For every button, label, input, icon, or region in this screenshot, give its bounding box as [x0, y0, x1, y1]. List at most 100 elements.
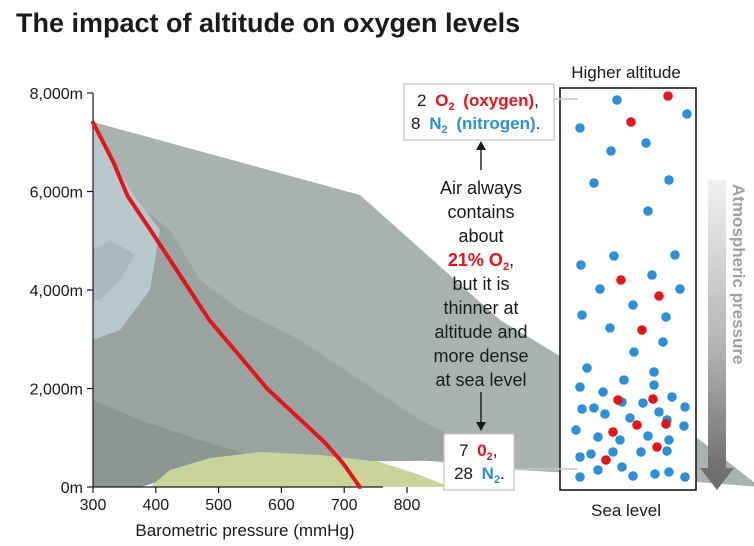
y-tick-label: 0m: [61, 480, 83, 497]
nitrogen-molecule: [589, 403, 599, 413]
nitrogen-molecule: [675, 284, 685, 294]
bottom-n2-formula: N: [482, 464, 494, 483]
oxygen-molecule: [616, 275, 626, 285]
nitrogen-molecule: [625, 413, 635, 423]
svg-text:contains: contains: [447, 202, 514, 222]
nitrogen-molecule: [628, 300, 638, 310]
svg-text:7 02,: 7 02,: [459, 441, 498, 463]
nitrogen-molecule: [593, 465, 603, 475]
oxygen-molecule: [648, 394, 658, 404]
atmospheric-pressure-label: Atmospheric pressure: [729, 184, 748, 364]
bottom-count-box: 7 02, 28 N2.: [443, 433, 578, 491]
nitrogen-molecule: [593, 432, 603, 442]
x-tick-label: 400: [142, 497, 169, 514]
nitrogen-molecule: [575, 382, 585, 392]
top-count-box: 2 O2 (oxygen), 8 N2 (nitrogen).: [403, 83, 578, 141]
svg-text:more dense: more dense: [433, 346, 528, 366]
top-o2-count: 2: [417, 91, 426, 110]
nitrogen-molecule: [629, 347, 639, 357]
nitrogen-molecule: [643, 431, 653, 441]
nitrogen-molecule: [600, 409, 610, 419]
nitrogen-molecule: [575, 452, 585, 462]
oxygen-molecule: [637, 325, 647, 335]
oxygen-molecule: [654, 291, 664, 301]
top-n2-formula: N: [429, 114, 441, 133]
oxygen-note: Air always contains about 21% O2, but it…: [433, 178, 528, 390]
nitrogen-molecule: [680, 472, 690, 482]
nitrogen-molecule: [571, 425, 581, 435]
oxygen-molecule: [652, 442, 662, 452]
nitrogen-molecule: [609, 251, 619, 261]
nitrogen-molecule: [664, 435, 674, 445]
sea-level-label: Sea level: [591, 501, 661, 520]
nitrogen-molecule: [654, 407, 664, 417]
x-tick-label: 700: [331, 497, 358, 514]
svg-text:but it is: but it is: [452, 274, 509, 294]
nitrogen-molecule: [586, 449, 596, 459]
nitrogen-molecule: [664, 175, 674, 185]
nitrogen-molecule: [649, 367, 659, 377]
nitrogen-molecule: [661, 312, 671, 322]
nitrogen-molecule: [577, 310, 587, 320]
oxygen-percentage: 21% O: [448, 250, 503, 270]
nitrogen-molecule: [606, 146, 616, 156]
chart-ticks: 300 400 500 600 700 800 0m 2,000m 4,000m 6,000m 8,…: [30, 86, 421, 514]
nitrogen-molecule: [575, 123, 585, 133]
oxygen-molecule: [613, 395, 623, 405]
nitrogen-molecule: [667, 392, 677, 402]
molecules: [571, 91, 692, 482]
nitrogen-molecule: [619, 375, 629, 385]
nitrogen-molecule: [576, 260, 586, 270]
nitrogen-molecule: [589, 178, 599, 188]
oxygen-molecule: [601, 455, 611, 465]
nitrogen-molecule: [650, 469, 660, 479]
nitrogen-molecule: [670, 250, 680, 260]
top-n2-name: (nitrogen): [456, 114, 535, 133]
nitrogen-molecule: [664, 467, 674, 477]
nitrogen-molecule: [679, 421, 689, 431]
top-n2-count: 8: [411, 114, 420, 133]
nitrogen-molecule: [595, 284, 605, 294]
bottom-n2-count: 28: [454, 464, 473, 483]
y-tick-label: 4,000m: [30, 283, 83, 300]
note-arrows: [476, 141, 486, 431]
nitrogen-molecule: [647, 270, 657, 280]
x-tick-label: 800: [394, 497, 421, 514]
nitrogen-molecule: [617, 462, 627, 472]
nitrogen-molecule: [638, 398, 648, 408]
svg-text:21% O2,: 21% O2,: [448, 250, 514, 273]
x-tick-label: 500: [205, 497, 232, 514]
chart-series: [91, 120, 362, 489]
page-title: The impact of altitude on oxygen levels: [16, 8, 521, 38]
svg-text:at sea level: at sea level: [435, 370, 526, 390]
nitrogen-molecule: [575, 472, 585, 482]
nitrogen-molecule: [682, 109, 692, 119]
y-tick-label: 2,000m: [30, 382, 83, 399]
higher-altitude-label: Higher altitude: [571, 63, 681, 82]
svg-text:about: about: [458, 226, 503, 246]
x-tick-label: 300: [80, 497, 107, 514]
svg-text:2 O2 (oxygen),: 2 O2 (oxygen),: [417, 91, 539, 114]
nitrogen-molecule: [649, 380, 659, 390]
y-tick-label: 8,000m: [30, 86, 83, 103]
pressure-altitude-line: [91, 120, 362, 489]
nitrogen-molecule: [658, 337, 668, 347]
nitrogen-molecule: [636, 447, 646, 457]
pressure-arrow: [700, 180, 734, 490]
nitrogen-molecule: [598, 387, 608, 397]
svg-text:thinner at: thinner at: [443, 298, 518, 318]
nitrogen-molecule: [643, 206, 653, 216]
y-tick-label: 6,000m: [30, 185, 83, 202]
nitrogen-molecule: [662, 446, 672, 456]
nitrogen-molecule: [605, 323, 615, 333]
oxygen-molecule: [663, 91, 673, 101]
oxygen-molecule: [632, 420, 642, 430]
svg-text:28 N2.: 28 N2.: [454, 464, 505, 486]
nitrogen-molecule: [615, 435, 625, 445]
svg-text:Air always: Air always: [440, 178, 522, 198]
svg-text:altitude and: altitude and: [434, 322, 527, 342]
nitrogen-molecule: [680, 402, 690, 412]
nitrogen-molecule: [641, 138, 651, 148]
air-column: [559, 87, 697, 491]
